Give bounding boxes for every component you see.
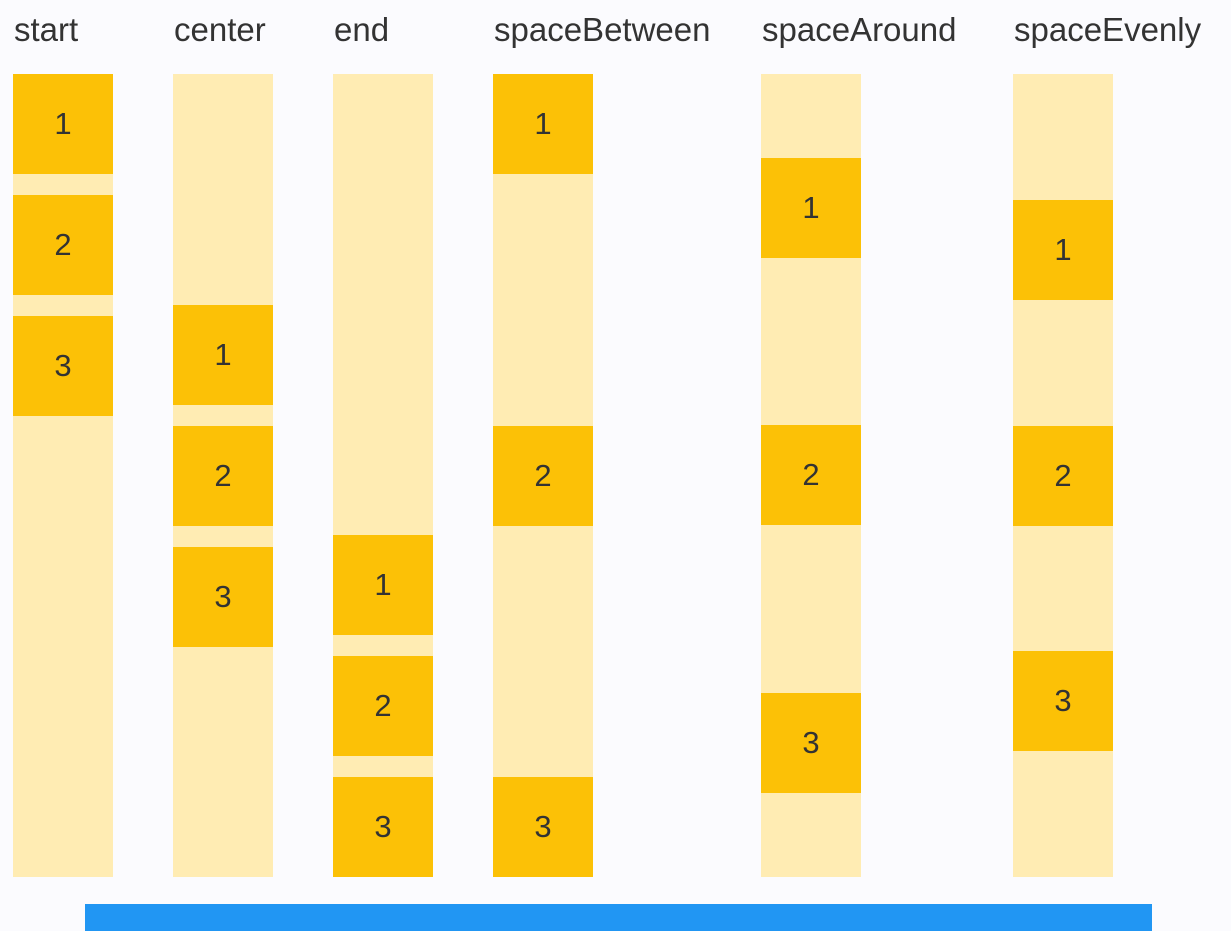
flex-item-box: 3 (333, 777, 433, 877)
box-number: 3 (534, 809, 552, 844)
flex-item-box: 2 (173, 425, 273, 526)
flex-item-box: 3 (1013, 651, 1113, 752)
box-number: 1 (802, 189, 820, 225)
box-number: 3 (214, 578, 232, 614)
box-number: 2 (1054, 457, 1072, 493)
flex-item-box: 2 (493, 425, 593, 526)
column-label: end (334, 11, 390, 48)
column-label: spaceEvenly (1014, 11, 1202, 48)
box-number: 1 (1054, 231, 1072, 267)
flex-item-box: 1 (493, 74, 593, 174)
box-number: 3 (802, 725, 820, 761)
box-number: 2 (374, 688, 392, 723)
column-track: 1 2 3 (333, 74, 433, 877)
flex-item-box: 3 (13, 316, 113, 416)
flex-item-box: 3 (761, 693, 861, 794)
alignment-column-group: spaceBetween 1 2 3 (493, 0, 710, 931)
alignment-column-group: spaceAround 1 2 3 (761, 0, 956, 931)
box-number: 2 (214, 457, 232, 493)
flex-item-box: 2 (761, 425, 861, 526)
column-track: 1 2 3 (493, 74, 593, 877)
flex-item-box: 1 (173, 304, 273, 405)
flex-item-box: 1 (13, 74, 113, 174)
alignment-column-group: end 1 2 3 (333, 0, 433, 931)
alignment-column-group: spaceEvenly 1 2 3 (1013, 0, 1201, 931)
column-label: center (174, 11, 266, 48)
box-number: 1 (214, 336, 232, 372)
column-track: 1 2 3 (761, 74, 861, 877)
box-number: 1 (54, 106, 72, 141)
column-label: spaceBetween (494, 11, 711, 48)
box-number: 3 (374, 809, 392, 844)
box-number: 2 (534, 457, 552, 493)
column-label: spaceAround (762, 11, 957, 48)
column-label: start (14, 11, 79, 48)
box-number: 2 (802, 457, 820, 493)
alignment-column-group: center 1 2 3 (173, 0, 273, 931)
bottom-progress-bar (85, 904, 1152, 931)
box-number: 3 (54, 348, 72, 383)
flex-item-box: 1 (1013, 199, 1113, 300)
column-track: 1 2 3 (13, 74, 113, 877)
flex-item-box: 2 (13, 195, 113, 295)
box-number: 1 (374, 567, 392, 602)
flex-item-box: 2 (333, 656, 433, 756)
flex-item-box: 3 (493, 777, 593, 877)
box-number: 1 (534, 106, 552, 141)
box-number: 2 (54, 227, 72, 262)
flex-item-box: 1 (333, 535, 433, 635)
column-track: 1 2 3 (173, 74, 273, 877)
flex-item-box: 3 (173, 546, 273, 647)
column-track: 1 2 3 (1013, 74, 1113, 877)
flex-item-box: 1 (761, 157, 861, 258)
alignment-column-group: start 1 2 3 (13, 0, 113, 931)
flex-item-box: 2 (1013, 425, 1113, 526)
box-number: 3 (1054, 683, 1072, 719)
